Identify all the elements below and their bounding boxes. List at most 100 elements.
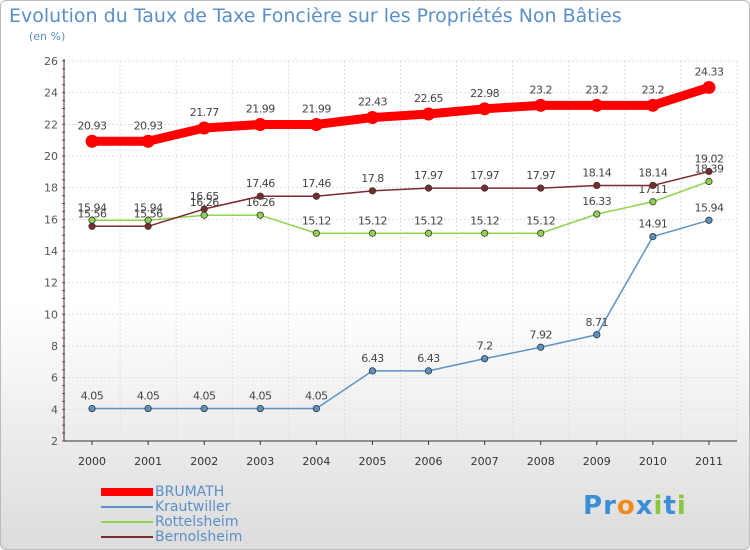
- data-point: [481, 355, 489, 363]
- data-label: 4.05: [81, 390, 104, 403]
- y-tick-label: 14: [44, 245, 58, 258]
- data-point: [365, 111, 379, 125]
- data-point: [590, 98, 604, 112]
- logo-letter: i: [653, 491, 664, 521]
- legend-item: BRUMATH: [101, 485, 242, 500]
- series-line-bernolsheim: [91, 170, 710, 228]
- data-label: 7.2: [477, 340, 493, 353]
- x-tick-label: 2009: [583, 455, 611, 468]
- data-label: 21.77: [190, 106, 219, 119]
- data-point: [481, 184, 489, 192]
- data-label: 15.12: [526, 214, 555, 227]
- y-tick-label: 24: [44, 87, 58, 100]
- logo-letter: i: [676, 491, 687, 521]
- data-point: [593, 181, 601, 190]
- legend-swatch: [101, 536, 153, 538]
- data-label: 7.92: [529, 328, 552, 341]
- data-point: [312, 404, 320, 413]
- data-label: 23.2: [642, 83, 665, 96]
- data-point: [705, 167, 713, 176]
- data-label: 15.56: [134, 207, 163, 220]
- y-tick-label: 10: [44, 308, 58, 321]
- logo-letter: P: [583, 491, 604, 521]
- x-tick-label: 2004: [302, 455, 330, 468]
- data-point: [646, 98, 660, 112]
- data-point: [141, 134, 155, 148]
- data-point: [144, 222, 152, 230]
- data-label: 23.2: [529, 83, 552, 96]
- data-label: 16.65: [190, 190, 219, 203]
- data-point: [368, 187, 377, 195]
- data-label: 4.05: [249, 390, 272, 403]
- legend-label: Rottelsheim: [155, 514, 239, 530]
- proxiti-logo: Proxiti: [583, 491, 687, 521]
- legend-swatch: [101, 506, 153, 508]
- data-label: 22.65: [414, 92, 443, 105]
- data-label: 22.98: [470, 87, 499, 100]
- chart-legend: BRUMATH Krautwiller Rottelsheim Bernolsheim: [101, 485, 242, 545]
- data-point: [537, 343, 545, 351]
- data-point: [424, 229, 433, 237]
- x-tick-label: 2008: [527, 455, 555, 468]
- y-tick-label: 12: [44, 277, 58, 290]
- x-tick-label: 2003: [246, 455, 274, 468]
- data-label: 23.2: [586, 83, 609, 96]
- data-point: [424, 367, 433, 375]
- data-point: [144, 404, 152, 413]
- series-line-brumath: [87, 82, 714, 146]
- data-point: [649, 232, 657, 241]
- y-tick-label: 22: [44, 118, 58, 131]
- data-label: 17.97: [526, 169, 555, 182]
- data-label: 4.05: [193, 390, 216, 403]
- y-axis-unit: (en %): [29, 30, 66, 43]
- data-label: 15.12: [470, 214, 499, 227]
- data-point: [705, 216, 713, 224]
- data-label: 6.43: [417, 352, 440, 365]
- data-point: [200, 211, 208, 219]
- data-label: 21.99: [302, 102, 331, 115]
- x-tick-label: 2005: [358, 455, 386, 468]
- data-point: [478, 102, 492, 116]
- data-label: 4.05: [137, 390, 160, 403]
- data-label: 24.33: [694, 65, 723, 78]
- data-label: 17.97: [414, 169, 443, 182]
- y-tick-label: 18: [44, 182, 58, 195]
- data-label: 15.56: [78, 207, 107, 220]
- x-tick-label: 2010: [639, 455, 667, 468]
- data-point: [424, 184, 433, 192]
- logo-letter: o: [616, 491, 636, 521]
- series-line-krautwiller: [91, 219, 710, 410]
- data-label: 17.46: [302, 177, 331, 190]
- data-label: 22.43: [358, 96, 387, 109]
- data-label: 16.26: [190, 196, 219, 209]
- data-label: 20.93: [78, 119, 107, 132]
- logo-letter: t: [663, 491, 677, 521]
- y-tick-label: 20: [44, 150, 58, 163]
- data-label: 15.94: [134, 201, 163, 214]
- data-point: [200, 205, 208, 213]
- data-point: [702, 80, 716, 94]
- data-point: [481, 229, 489, 237]
- data-point: [368, 229, 377, 237]
- y-tick-label: 26: [44, 55, 58, 68]
- data-label: 16.26: [246, 196, 275, 209]
- data-point: [85, 134, 99, 148]
- x-tick-label: 2000: [78, 455, 106, 468]
- data-point: [649, 198, 657, 206]
- legend-item: Krautwiller: [101, 500, 242, 515]
- data-point: [253, 117, 267, 131]
- data-point: [422, 107, 436, 121]
- data-point: [534, 98, 548, 112]
- data-label: 17.97: [470, 169, 499, 182]
- data-label: 19.02: [694, 153, 723, 166]
- data-label: 17.8: [361, 172, 384, 185]
- data-point: [537, 229, 545, 237]
- data-label: 20.93: [134, 119, 163, 132]
- legend-label: Krautwiller: [155, 499, 231, 515]
- x-tick-label: 2001: [134, 455, 162, 468]
- data-point: [88, 222, 96, 230]
- data-label: 18.14: [638, 166, 667, 179]
- data-label: 15.12: [414, 214, 443, 227]
- legend-swatch: [101, 521, 153, 523]
